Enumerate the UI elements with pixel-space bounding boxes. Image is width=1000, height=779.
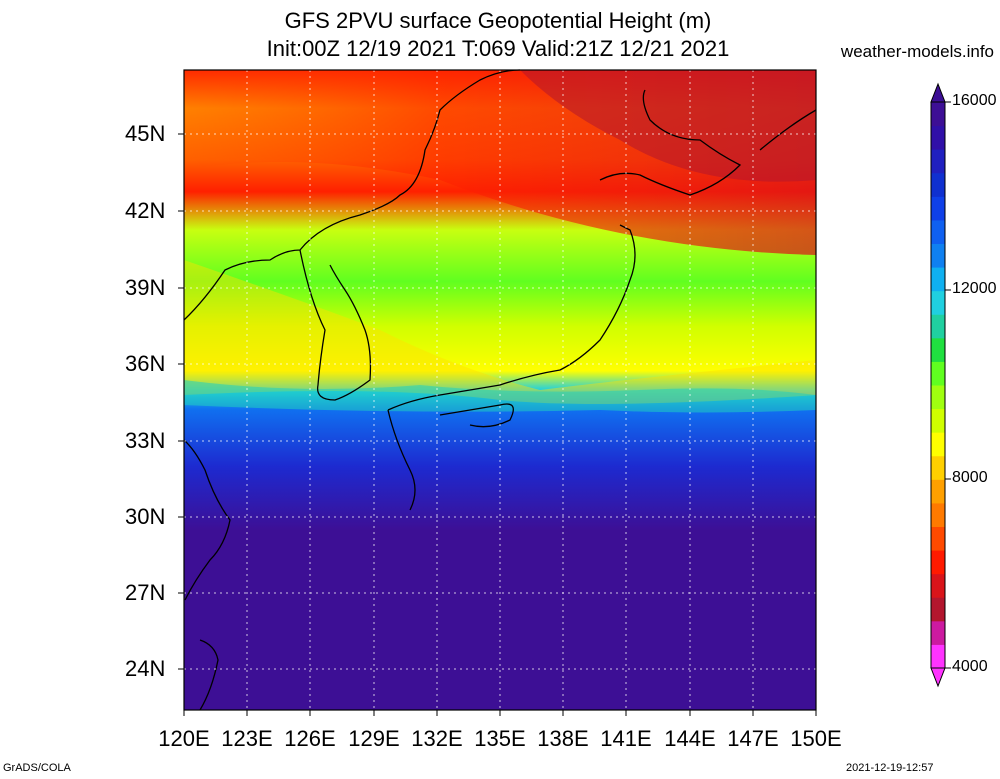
footer-credit: GrADS/COLA xyxy=(3,762,71,774)
colorbar-bottom-arrow xyxy=(930,667,946,688)
lon-label-147e: 147E xyxy=(727,726,779,751)
lon-label-150e: 150E xyxy=(790,726,842,751)
colorbar-segment xyxy=(931,337,945,362)
colorbar-segment xyxy=(931,597,945,622)
coastlines xyxy=(183,69,817,711)
lon-label-138e: 138E xyxy=(537,726,589,751)
title-line-2: Init:00Z 12/19 2021 T:069 Valid:21Z 12/2… xyxy=(266,36,730,61)
lon-label-144e: 144E xyxy=(664,726,716,751)
colorbar-segment xyxy=(931,361,945,386)
colorbar-segment xyxy=(931,243,945,268)
lon-label-126e: 126E xyxy=(284,726,336,751)
colorbar-segment xyxy=(931,408,945,433)
colorbar-segment xyxy=(931,172,945,197)
colorbar-segment xyxy=(931,455,945,480)
colorbar-segment xyxy=(931,267,945,292)
site-credit: weather-models.info xyxy=(840,42,994,61)
colorbar-segments xyxy=(930,82,946,688)
lon-label-141e: 141E xyxy=(600,726,652,751)
lat-label-36n: 36N xyxy=(125,351,166,376)
lat-label-24n: 24N xyxy=(125,656,166,681)
colorbar-segment xyxy=(931,526,945,551)
colorbar-label-4000: 4000 xyxy=(952,658,988,675)
colorbar-segment xyxy=(931,149,945,174)
colorbar-frame xyxy=(930,101,946,669)
colorbar-label-12000: 12000 xyxy=(952,280,997,297)
colorbar-label-16000: 16000 xyxy=(952,92,997,109)
colorbar-ticks xyxy=(945,101,951,669)
colorbar-label-8000: 8000 xyxy=(952,469,988,486)
colorbar-segment xyxy=(931,573,945,598)
colorbar-segment xyxy=(931,219,945,244)
colorbar-segment xyxy=(931,644,945,669)
lat-label-27n: 27N xyxy=(125,580,166,605)
lat-label-45n: 45N xyxy=(125,121,166,146)
colorbar-segment xyxy=(931,290,945,315)
lon-label-129e: 129E xyxy=(348,726,400,751)
lat-label-33n: 33N xyxy=(125,428,166,453)
field xyxy=(184,70,816,710)
lon-label-123e: 123E xyxy=(221,726,273,751)
lon-label-132e: 132E xyxy=(411,726,463,751)
colorbar-segment xyxy=(931,102,945,127)
colorbar-segment xyxy=(931,314,945,339)
title-line-1: GFS 2PVU surface Geopotential Height (m) xyxy=(284,8,712,33)
colorbar-segment xyxy=(931,385,945,410)
colorbar-segment xyxy=(931,550,945,575)
grid-lines xyxy=(184,70,816,710)
lat-label-39n: 39N xyxy=(125,275,166,300)
footer-timestamp: 2021-12-19-12:57 xyxy=(846,762,934,774)
lat-label-42n: 42N xyxy=(125,198,166,223)
colorbar-segment xyxy=(931,196,945,221)
tick-marks xyxy=(178,133,817,716)
colorbar-segment xyxy=(931,502,945,527)
colorbar-segment xyxy=(931,125,945,150)
colorbar-segment xyxy=(931,620,945,645)
colorbar-top-arrow xyxy=(930,82,946,103)
lon-label-120e: 120E xyxy=(158,726,210,751)
colorbar-segment xyxy=(931,432,945,457)
lat-label-30n: 30N xyxy=(125,504,166,529)
colorbar-segment xyxy=(931,479,945,504)
lon-label-135e: 135E xyxy=(474,726,526,751)
